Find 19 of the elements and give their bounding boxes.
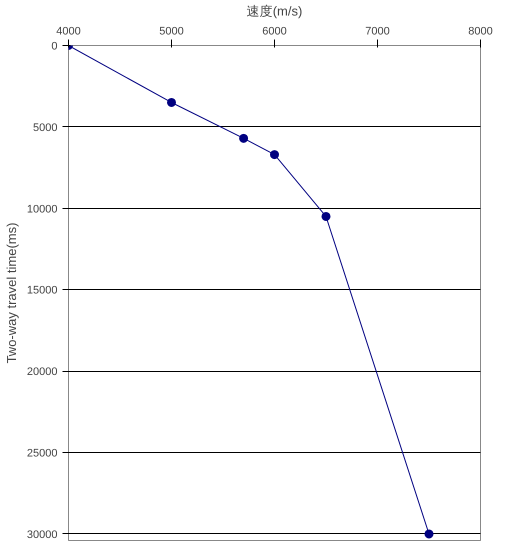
- x-tick-label: 4000: [56, 26, 81, 38]
- point: [239, 134, 248, 143]
- y-axis-title: Two-way travel time(ms): [4, 222, 19, 364]
- point: [322, 212, 330, 221]
- point: [270, 150, 279, 160]
- point: [167, 98, 176, 107]
- y-tick-label: 5000: [33, 122, 58, 134]
- y-tick-label: 30000: [26, 528, 58, 541]
- y-tick-label: 25000: [26, 448, 58, 460]
- point: [424, 529, 434, 538]
- x-axis-title: 速度(m/s): [246, 4, 302, 18]
- y-tick-label: 0: [51, 40, 58, 52]
- x-tick-label: 8000: [468, 26, 493, 38]
- y-tick-label: 10000: [26, 203, 58, 216]
- y-tick-label: 15000: [26, 284, 58, 297]
- y-tick-label: 20000: [26, 366, 58, 378]
- x-tick-label: 7000: [365, 26, 390, 38]
- x-tick-label: 6000: [262, 26, 287, 38]
- x-tick-label: 5000: [159, 26, 184, 38]
